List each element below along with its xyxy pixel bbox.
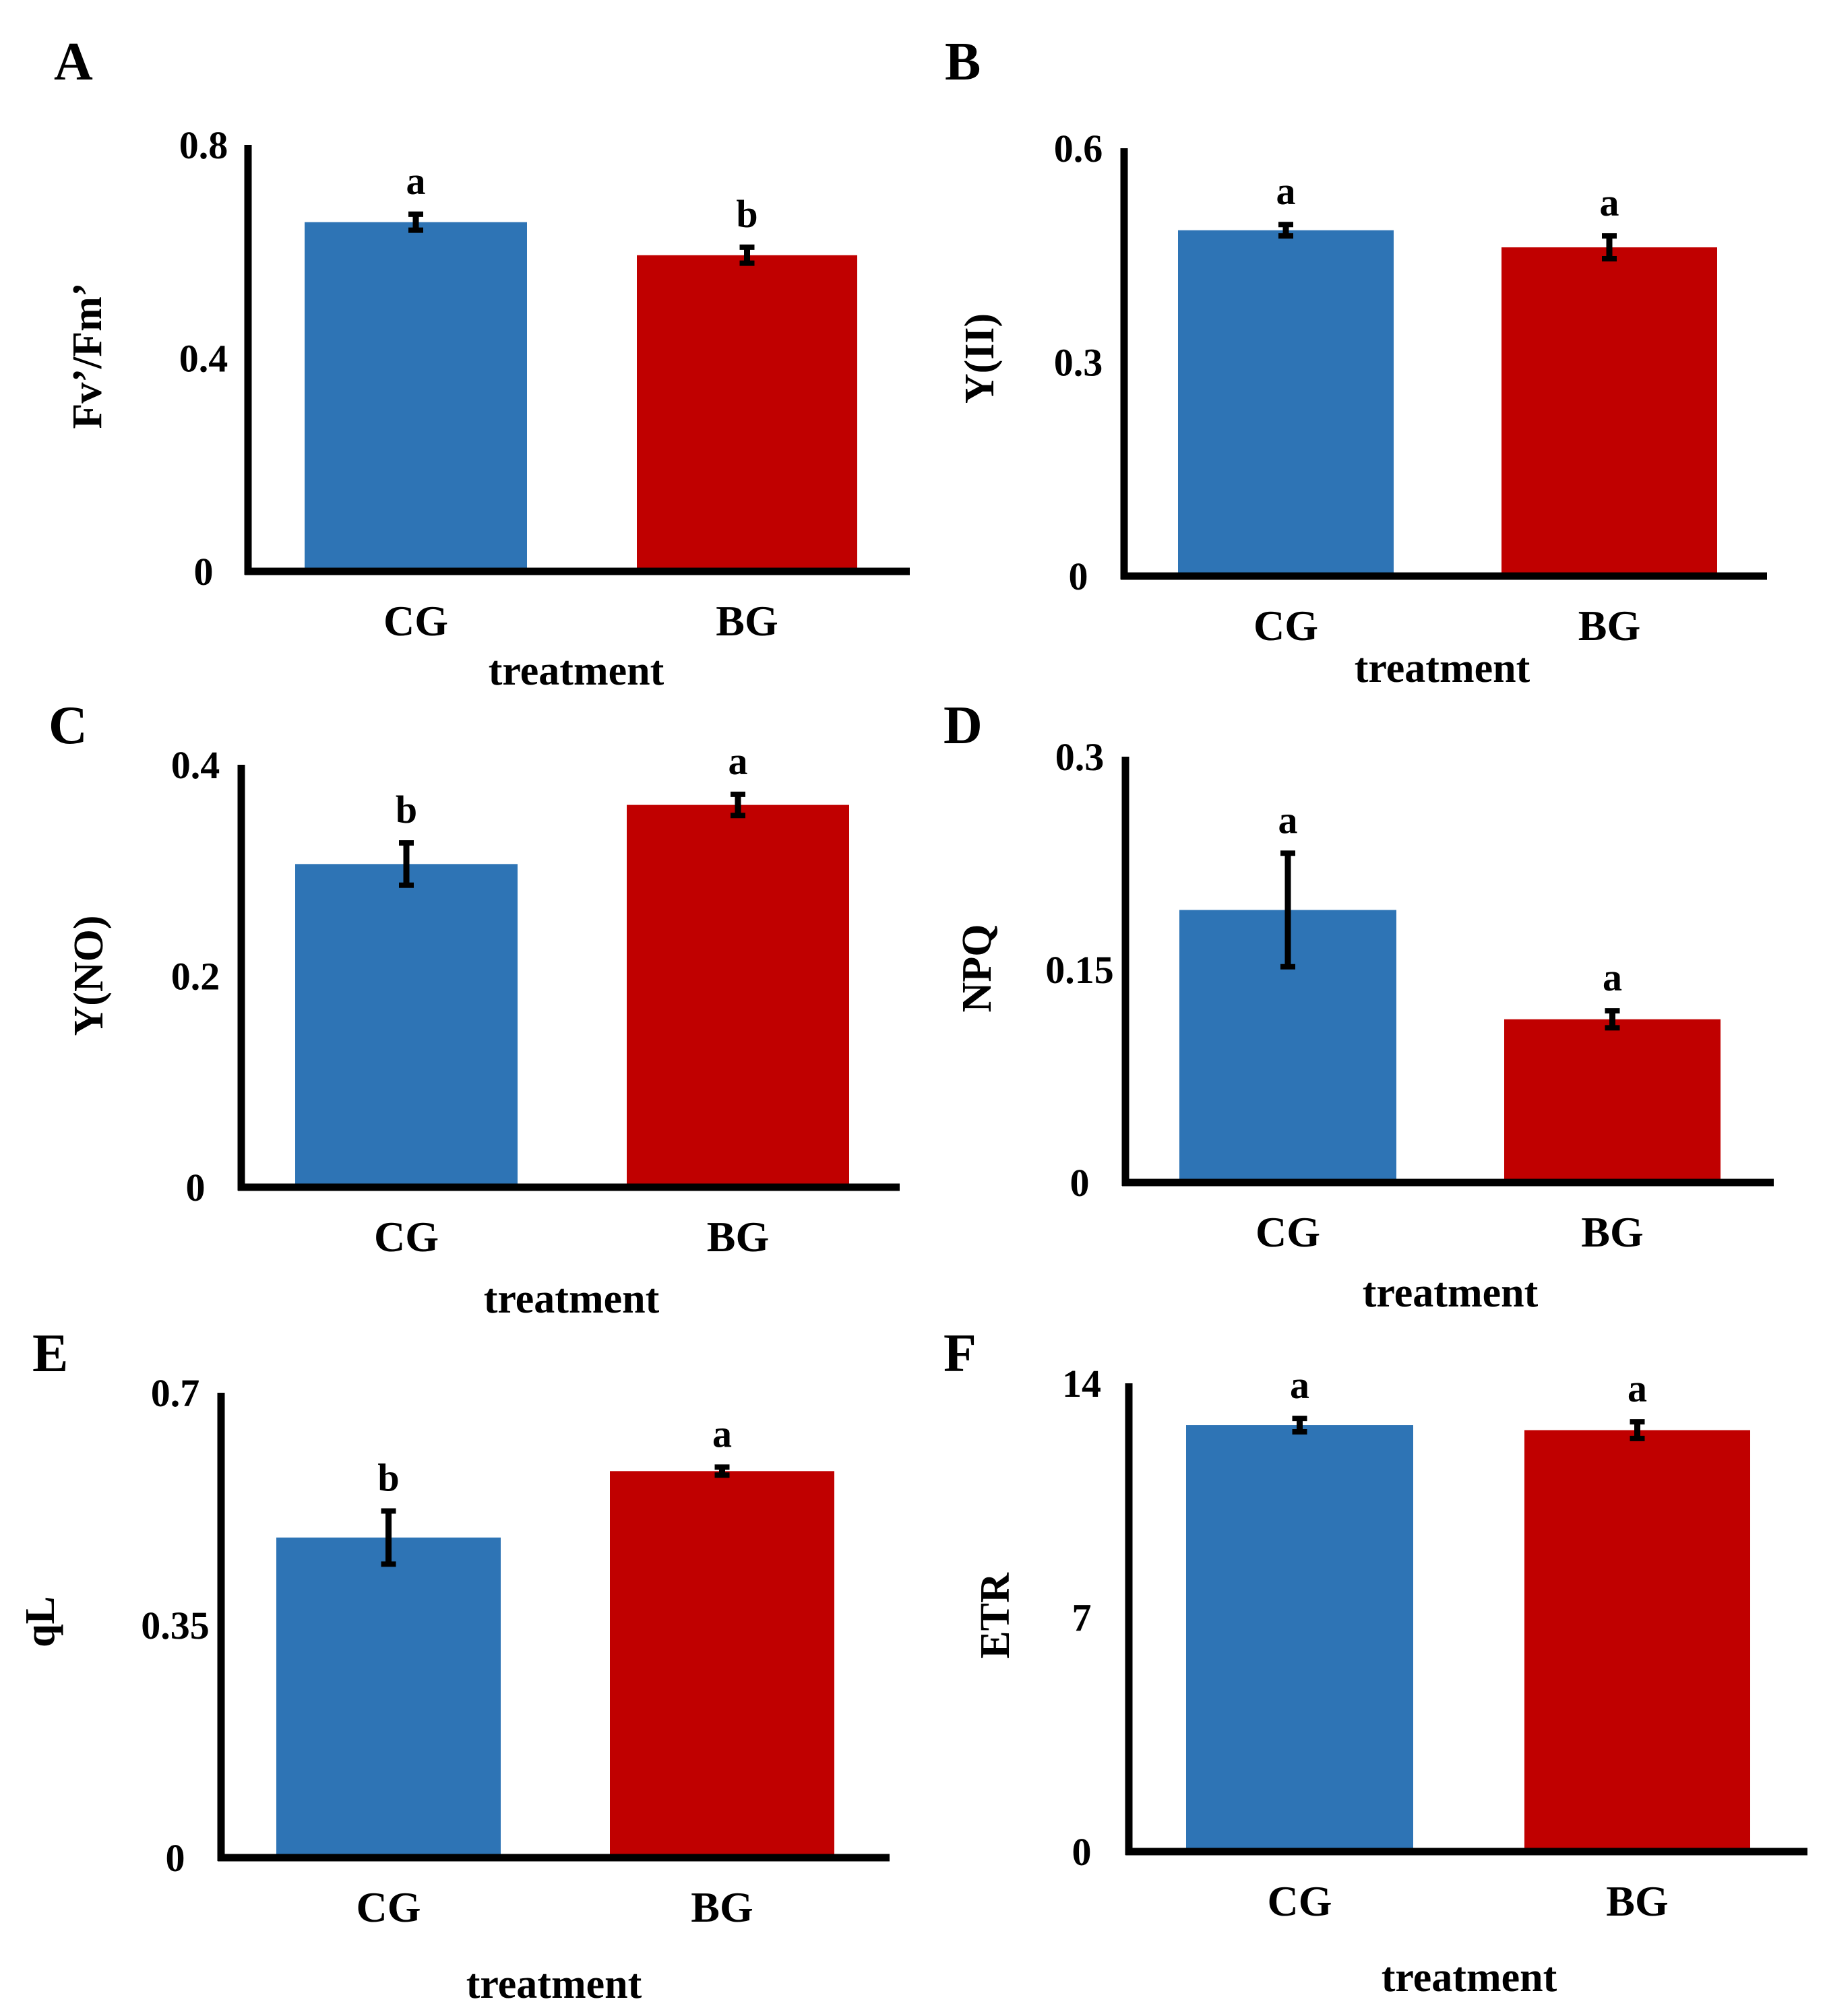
chart-panel-e: b CG a BG 0 0.35 0.7 qL treatment E	[18, 1324, 890, 2007]
category-label: BG	[1606, 1877, 1668, 1925]
significance-letter: b	[396, 788, 417, 831]
x-axis-label: treatment	[466, 1961, 642, 2007]
significance-letter: b	[736, 192, 757, 236]
y-tick-label: 0	[186, 1166, 206, 1209]
category-label: CG	[374, 1213, 439, 1261]
significance-letter: a	[1276, 169, 1296, 213]
bar-bg	[1524, 1430, 1750, 1852]
category-label: BG	[691, 1883, 753, 1931]
bar-bg	[627, 805, 849, 1187]
bar-cg	[276, 1537, 501, 1858]
y-tick-label: 0.3	[1054, 341, 1103, 385]
y-tick-label: 0.7	[151, 1371, 200, 1415]
y-axis-label: ETR	[972, 1572, 1018, 1659]
significance-letter: a	[406, 159, 426, 203]
x-axis-label: treatment	[484, 1276, 660, 1322]
y-tick-label: 0	[194, 550, 214, 594]
category-label: BG	[1578, 602, 1640, 650]
category-label: CG	[1268, 1877, 1332, 1925]
chart-panel-d: a CG a BG 0 0.15 0.3 NPQ treatment D	[943, 696, 1774, 1316]
y-tick-label: 0.15	[1045, 948, 1114, 992]
bar-cg	[305, 222, 527, 571]
category-label: BG	[716, 597, 778, 645]
bar-cg	[295, 864, 518, 1187]
category-label: CG	[1253, 602, 1318, 650]
y-tick-label: 0.4	[171, 743, 220, 787]
x-axis-label: treatment	[1355, 645, 1530, 691]
x-axis-label: treatment	[1382, 1955, 1557, 2001]
x-axis-label: treatment	[1363, 1270, 1539, 1316]
category-label: BG	[1581, 1208, 1643, 1256]
bar-cg	[1178, 230, 1394, 576]
significance-letter: a	[729, 739, 748, 783]
chart-panel-f: a CG a BG 0 7 14 ETR treatment F	[943, 1324, 1807, 2001]
significance-letter: a	[1603, 955, 1622, 999]
significance-letter: a	[1278, 798, 1298, 842]
bar-cg	[1186, 1425, 1413, 1852]
y-axis-label: qL	[18, 1596, 63, 1647]
significance-letter: b	[377, 1455, 399, 1499]
chart-panel-a: a CG b BG 0 0.4 0.8 Fv’/Fm’ treatment A	[54, 32, 910, 694]
significance-letter: a	[1628, 1366, 1647, 1410]
y-tick-label: 0	[1069, 555, 1088, 598]
significance-letter: a	[712, 1412, 732, 1455]
y-tick-label: 0	[166, 1836, 185, 1880]
panel-label: A	[54, 32, 93, 92]
y-axis-label: Fv’/Fm’	[65, 283, 111, 429]
y-axis-label: NPQ	[954, 924, 1000, 1013]
y-tick-label: 0.3	[1055, 735, 1105, 779]
significance-letter: a	[1600, 181, 1619, 224]
y-tick-label: 0.4	[179, 337, 228, 381]
bar-bg	[637, 255, 857, 571]
y-axis-label: Y(NO)	[66, 915, 112, 1036]
category-label: CG	[1256, 1208, 1320, 1256]
panel-label: C	[49, 696, 88, 755]
x-axis-label: treatment	[489, 648, 664, 694]
y-tick-label: 0.6	[1054, 127, 1103, 170]
significance-letter: a	[1290, 1363, 1309, 1407]
y-tick-label: 0.2	[171, 955, 220, 999]
bar-bg	[1501, 247, 1717, 576]
y-tick-label: 0	[1072, 1830, 1092, 1874]
y-tick-label: 0.8	[179, 123, 228, 167]
panel-label: D	[943, 696, 983, 755]
category-label: CG	[383, 597, 448, 645]
y-tick-label: 14	[1062, 1362, 1101, 1406]
y-tick-label: 0.35	[141, 1604, 210, 1647]
bar-bg	[1504, 1019, 1721, 1183]
chart-panel-b: a CG a BG 0 0.3 0.6 Y(II) treatment B	[945, 32, 1767, 691]
category-label: BG	[707, 1213, 769, 1261]
chart-panel-c: b CG a BG 0 0.2 0.4 Y(NO) treatment C	[49, 696, 900, 1322]
y-axis-label: Y(II)	[957, 313, 1003, 404]
panel-label: B	[945, 32, 981, 92]
panel-label: F	[943, 1324, 977, 1383]
y-tick-label: 7	[1072, 1596, 1092, 1640]
y-tick-label: 0	[1070, 1161, 1090, 1205]
panel-label: E	[32, 1324, 68, 1383]
bar-bg	[610, 1471, 834, 1858]
category-label: CG	[357, 1883, 421, 1931]
